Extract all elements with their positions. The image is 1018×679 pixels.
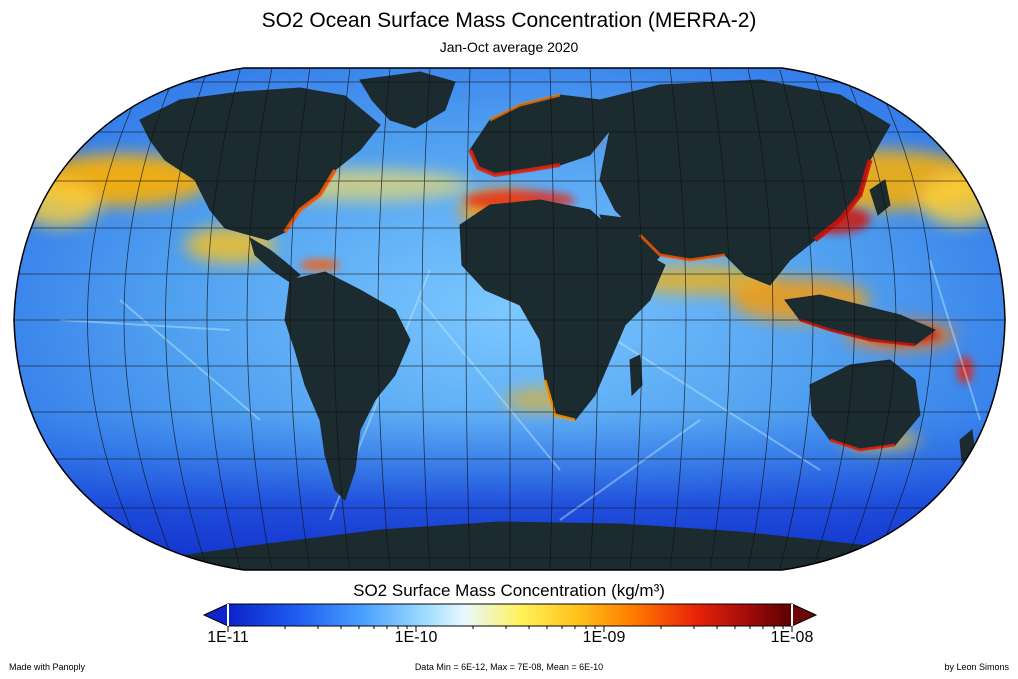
- antarctica-land: [149, 521, 961, 570]
- footer-data-stats: Data Min = 6E-12, Max = 7E-08, Mean = 6E…: [414, 662, 604, 672]
- globe-layer: [14, 68, 1005, 570]
- south-america-land: [284, 271, 411, 501]
- colorbar-tick-label: 1E-11: [207, 629, 249, 646]
- colorbar-ticks: [227, 626, 793, 632]
- colorbar-gradient: [227, 603, 793, 627]
- footer-author: by Leon Simons: [944, 662, 1009, 672]
- land-masses: [139, 71, 976, 570]
- graticule: [14, 68, 1005, 570]
- colorbar: [202, 603, 818, 632]
- africa-land: [459, 199, 666, 421]
- colorbar-tick-label: 1E-09: [582, 629, 626, 646]
- colorbar-title: SO2 Surface Mass Concentration (kg/m³): [353, 581, 665, 600]
- colorbar-underflow-arrow: [202, 603, 229, 627]
- colorbar-tick-label: 1E-08: [770, 629, 814, 646]
- coastal-hotspots: [283, 93, 916, 452]
- madagascar-land: [629, 354, 643, 397]
- greenland-land: [359, 71, 456, 129]
- asia-land: [599, 79, 891, 286]
- map-subtitle: Jan-Oct average 2020: [439, 39, 579, 55]
- colorbar-tick-label: 1E-10: [394, 629, 438, 646]
- map-title: SO2 Ocean Surface Mass Concentration (ME…: [261, 9, 757, 32]
- footer-credit-panoply: Made with Panoply: [9, 662, 86, 672]
- colorbar-overflow-arrow: [791, 603, 818, 627]
